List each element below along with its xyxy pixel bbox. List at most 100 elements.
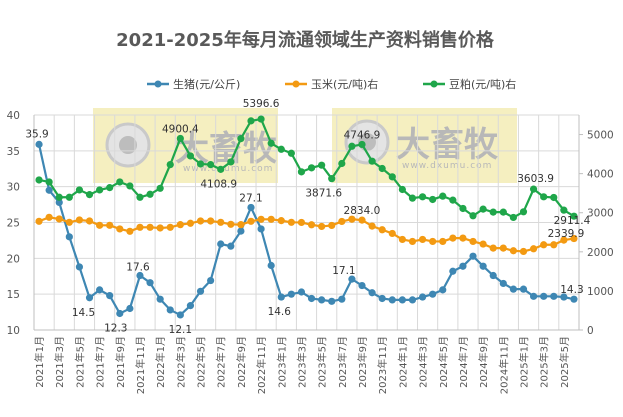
data-point xyxy=(126,227,134,235)
data-label: 3871.6 xyxy=(305,188,342,200)
series: 35.9 14.5 12.3 17.6 12.1 27.1 14.6 17.1 14.3 2834… xyxy=(25,98,590,336)
data-point xyxy=(489,271,497,280)
data-point xyxy=(469,252,477,260)
y-left-tick-label: 40 xyxy=(7,110,20,122)
x-tick-label: 2022年7月 xyxy=(215,336,228,388)
data-point xyxy=(469,237,477,246)
x-tick-label: 2022年5月 xyxy=(195,336,208,388)
data-point xyxy=(85,217,94,225)
x-tick-label: 2021年1月 xyxy=(33,336,46,388)
data-point xyxy=(85,191,94,199)
data-point xyxy=(227,158,235,166)
data-point xyxy=(368,157,376,165)
x-tick-label: 2021年11月 xyxy=(134,336,147,394)
data-point xyxy=(106,184,114,192)
data-point xyxy=(267,261,275,270)
data-point xyxy=(408,296,417,304)
data-point xyxy=(318,296,326,304)
data-point xyxy=(196,217,205,225)
data-point xyxy=(297,168,306,176)
data-point xyxy=(328,221,336,230)
x-tick-label: 2023年3月 xyxy=(295,336,308,388)
data-point xyxy=(257,225,265,233)
data-label: 35.9 xyxy=(25,128,48,140)
data-point xyxy=(85,294,94,302)
data-point xyxy=(257,215,265,223)
data-label: 14.6 xyxy=(268,306,292,318)
data-point xyxy=(449,234,457,242)
data-point xyxy=(106,221,114,229)
data-point xyxy=(35,176,43,184)
data-point xyxy=(529,292,538,300)
data-point xyxy=(196,160,205,168)
data-point xyxy=(176,221,184,229)
series-0: 35.9 14.5 12.3 17.6 12.1 27.1 14.6 17.1 14.3 xyxy=(25,128,583,336)
data-point xyxy=(338,159,346,168)
data-label: 3603.9 xyxy=(517,173,554,185)
y-left-tick-label: 35 xyxy=(7,146,20,158)
data-point xyxy=(35,140,43,148)
data-point xyxy=(217,240,225,248)
x-tick-label: 2024年5月 xyxy=(437,336,450,388)
x-tick-label: 2021年9月 xyxy=(114,336,127,388)
legend-swatch-marker xyxy=(292,80,300,88)
data-point xyxy=(550,193,558,202)
data-point xyxy=(277,293,285,301)
data-point xyxy=(509,285,517,293)
data-point xyxy=(146,279,154,287)
data-point xyxy=(45,213,53,221)
y-left-tick-label: 25 xyxy=(7,218,20,230)
data-point xyxy=(560,236,568,244)
data-point xyxy=(166,223,174,231)
data-point xyxy=(570,212,578,220)
legend-label: 玉米(元/吨)右 xyxy=(311,77,378,91)
data-point xyxy=(348,275,356,283)
data-point xyxy=(459,262,467,270)
data-point xyxy=(106,292,114,300)
data-point xyxy=(96,186,104,194)
data-point xyxy=(550,241,558,249)
data-point xyxy=(439,286,447,294)
data-point xyxy=(429,237,437,246)
x-tick-label: 2025年1月 xyxy=(517,336,530,388)
data-point xyxy=(509,213,517,222)
data-point xyxy=(418,293,427,301)
x-tick-label: 2022年3月 xyxy=(174,336,187,388)
x-tick-label: 2023年9月 xyxy=(356,336,369,388)
data-point xyxy=(267,139,275,147)
y-right-tick-label: 1000 xyxy=(587,286,614,298)
y-right-tick-label: 3000 xyxy=(587,208,614,220)
data-label: 4746.9 xyxy=(344,129,381,141)
data-point xyxy=(459,204,467,213)
data-point xyxy=(328,297,336,305)
watermark-url: www.dxumu.com xyxy=(402,161,492,171)
x-tick-label: 2023年11月 xyxy=(376,336,389,394)
legend-swatch-marker xyxy=(154,80,162,88)
data-point xyxy=(439,237,447,246)
data-point xyxy=(126,304,134,313)
data-point xyxy=(45,178,53,186)
data-point xyxy=(338,217,346,226)
x-tick-label: 2024年7月 xyxy=(457,336,470,388)
data-point xyxy=(540,241,548,249)
data-point xyxy=(116,225,124,233)
data-point xyxy=(479,262,487,270)
data-point xyxy=(297,288,306,296)
data-point xyxy=(459,234,467,242)
watermark-brand: 大畜牧 xyxy=(175,129,278,169)
data-point xyxy=(35,217,43,225)
data-point xyxy=(65,193,73,201)
data-point xyxy=(75,263,84,271)
x-tick-label: 2025年3月 xyxy=(538,336,551,388)
data-label: 4108.9 xyxy=(200,178,237,190)
data-point xyxy=(156,295,164,303)
data-point xyxy=(439,192,447,200)
data-point xyxy=(227,220,235,228)
data-point xyxy=(267,215,275,223)
data-point xyxy=(207,276,215,285)
data-point xyxy=(277,145,285,153)
x-tick-label: 2021年3月 xyxy=(53,336,66,388)
legend-label: 豆粕(元/吨)右 xyxy=(449,77,516,91)
data-point xyxy=(398,235,406,244)
